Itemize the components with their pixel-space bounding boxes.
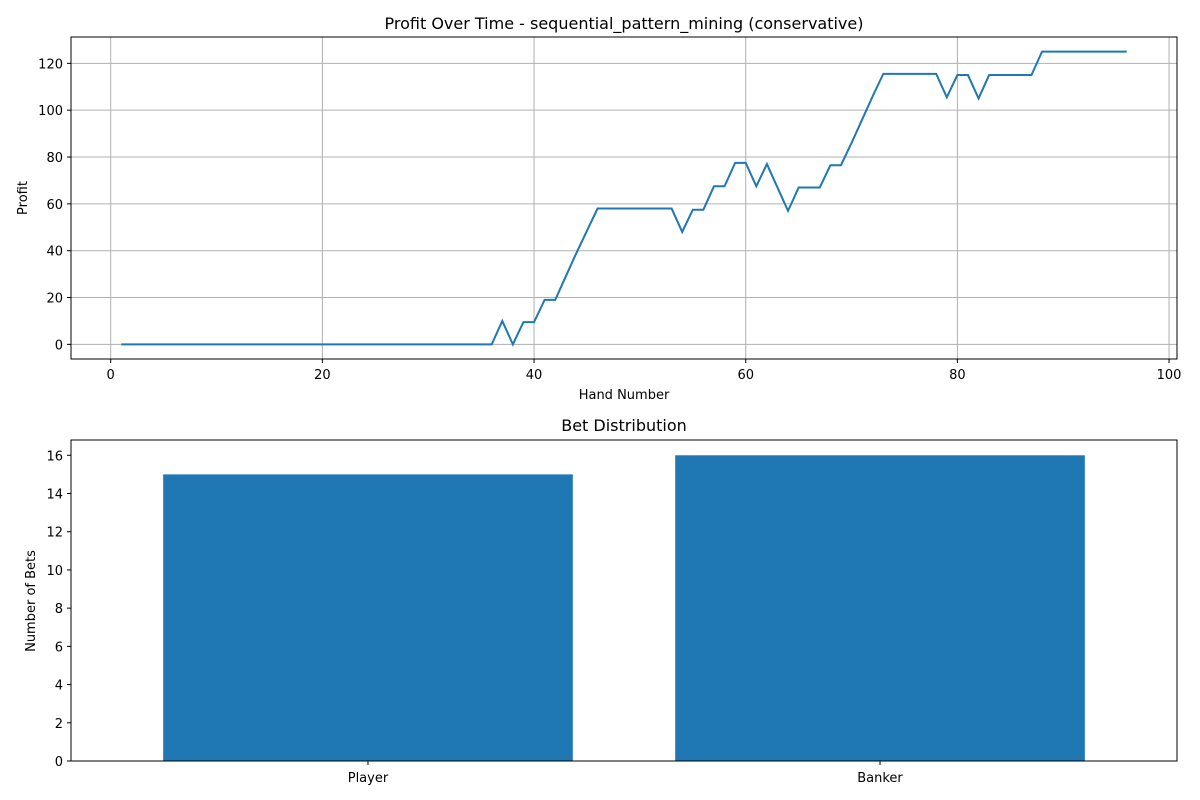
line-chart-grid	[71, 37, 1177, 359]
x-tick-label: 20	[314, 368, 331, 383]
y-tick-label: 4	[55, 679, 63, 694]
y-tick-label: 2	[55, 717, 63, 732]
line-chart-title: Profit Over Time - sequential_pattern_mi…	[385, 14, 864, 34]
profit-line-chart: Profit Over Time - sequential_pattern_mi…	[16, 14, 1181, 403]
line-chart-ylabel: Profit	[16, 181, 31, 215]
bar-chart-frame	[70, 439, 1178, 762]
y-tick-label: 16	[46, 449, 63, 464]
bar-chart-ticks: Player Banker 0 2 4 6 8 10 12 14 16	[46, 449, 903, 786]
y-tick-label: 6	[55, 640, 63, 655]
y-tick-label: 120	[38, 57, 63, 72]
line-chart-frame	[70, 36, 1178, 360]
y-tick-label: 8	[55, 602, 63, 617]
y-tick-label: 40	[46, 245, 63, 260]
x-tick-label: 60	[737, 368, 754, 383]
y-tick-label: 10	[46, 564, 63, 579]
y-tick-label: 80	[46, 151, 63, 166]
y-tick-label: 14	[46, 488, 63, 503]
x-tick-label: 40	[526, 368, 543, 383]
line-chart-ticks: 0 20 40 60 80 100 0 20 40 60 80 100 120	[38, 57, 1181, 383]
x-tick-label: 80	[949, 368, 966, 383]
bar-chart-ylabel: Number of Bets	[24, 550, 39, 652]
bar-chart-title: Bet Distribution	[561, 416, 687, 435]
bar-banker	[675, 455, 1085, 761]
line-chart-xlabel: Hand Number	[579, 388, 670, 403]
bar-player	[163, 474, 573, 761]
bet-distribution-bar-chart: Bet Distribution Player Banker 0 2 4 6 8 10 12 14…	[24, 416, 1178, 786]
y-tick-label: 12	[46, 526, 63, 541]
y-tick-label: 0	[55, 338, 63, 353]
y-tick-label: 0	[55, 755, 63, 770]
y-tick-label: 20	[46, 292, 63, 307]
y-tick-label: 60	[46, 198, 63, 213]
x-tick-label: Banker	[857, 771, 903, 786]
bar-chart-bars	[163, 455, 1085, 761]
x-tick-label: 0	[107, 368, 115, 383]
profit-series-line	[121, 50, 1127, 347]
x-tick-label: Player	[348, 771, 389, 786]
x-tick-label: 100	[1157, 368, 1182, 383]
y-tick-label: 100	[38, 104, 63, 119]
